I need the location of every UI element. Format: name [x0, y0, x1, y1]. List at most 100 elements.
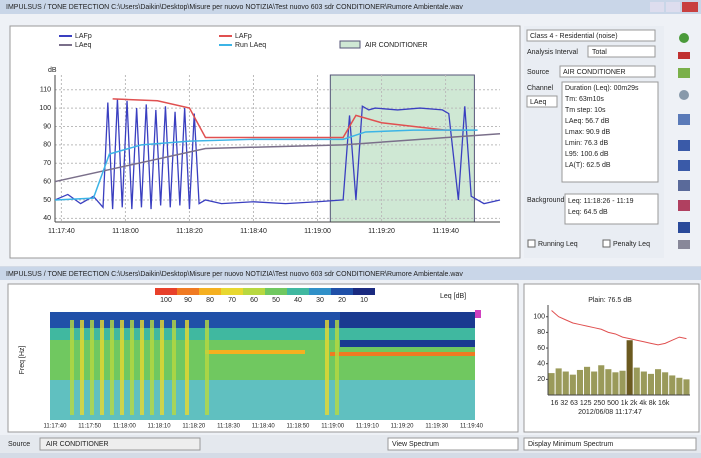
spectrum-curve — [551, 310, 687, 346]
footer-source-label: Source — [8, 441, 30, 448]
tool-icon[interactable] — [678, 160, 690, 171]
legend-label: AIR CONDITIONER — [365, 42, 428, 49]
bar — [683, 379, 690, 395]
legend-swatch — [339, 40, 361, 49]
spectrogram-x-tick: 11:17:50 — [78, 424, 102, 430]
result-item: LAeq: 56.7 dB — [565, 118, 610, 125]
close[interactable] — [682, 2, 698, 12]
result-item: Lmin: 76.3 dB — [565, 140, 609, 147]
tool-icon[interactable] — [679, 33, 689, 43]
bar — [676, 377, 683, 395]
interval-label: Analysis Interval — [527, 49, 578, 56]
penalty-leq: Penalty Leq — [613, 241, 650, 248]
streak — [80, 320, 84, 415]
y-tick-label: 80 — [537, 329, 545, 336]
background-item: Leq: 64.5 dB — [568, 209, 608, 216]
x-tick-label: 11:19:20 — [368, 228, 395, 235]
bar — [598, 365, 605, 395]
tool-icon[interactable] — [678, 240, 690, 249]
colorbar-cell — [155, 288, 177, 295]
bar — [626, 340, 633, 395]
tool-icon[interactable] — [678, 222, 690, 233]
minimize[interactable] — [650, 2, 664, 12]
marker — [475, 310, 481, 318]
tool-icon[interactable] — [678, 114, 690, 125]
interval-dropdown[interactable] — [587, 45, 656, 58]
result-item: LA(T): 62.5 dB — [565, 162, 611, 169]
bar — [548, 373, 555, 395]
window-title: IMPULSUS / TONE DETECTION C:\Users\Daiki… — [6, 4, 463, 11]
toolbar — [678, 33, 690, 249]
y-tick-label: 40 — [537, 361, 545, 368]
streak — [140, 320, 144, 415]
bar — [555, 368, 562, 395]
spectrogram-x-tick: 11:18:00 — [113, 424, 137, 430]
channel-label: Channel — [527, 85, 554, 92]
band — [50, 328, 475, 340]
x-tick-label: 11:17:40 — [48, 228, 75, 235]
channel-dropdown[interactable] — [526, 95, 558, 108]
spectrum-date: 2012/06/08 11:17:47 — [578, 409, 642, 416]
tool-icon[interactable] — [679, 90, 689, 100]
colorbar-cell — [287, 288, 309, 295]
view-dropdown[interactable] — [387, 437, 519, 451]
running-leq: Running Leq — [538, 241, 578, 248]
colorbar-tick: 20 — [338, 297, 346, 304]
streak — [172, 320, 176, 415]
y-tick-label: 80 — [43, 142, 51, 149]
source-label: Source — [527, 69, 549, 76]
tool-icon[interactable] — [678, 180, 690, 191]
y-tick-label: 40 — [43, 215, 51, 222]
tool-icon[interactable] — [678, 140, 690, 151]
spectrogram-x-tick: 11:18:10 — [148, 424, 172, 430]
class-dropdown[interactable] — [526, 29, 656, 42]
series-line — [54, 133, 501, 183]
spectrogram-x-tick: 11:17:40 — [44, 424, 68, 430]
result-item: Tm: 63m10s — [565, 96, 604, 103]
bar — [584, 366, 591, 395]
bar — [576, 369, 583, 395]
spectrogram-x-tick: 11:18:30 — [217, 424, 241, 430]
spectrogram — [50, 310, 481, 420]
background-item: Leq: 11:18:26 - 11:19 — [568, 198, 634, 205]
x-tick-label: 11:18:20 — [176, 228, 203, 235]
x-tick-label: 11:19:40 — [432, 228, 459, 235]
streak — [335, 320, 339, 415]
streak — [90, 320, 94, 415]
penalty-leq-checkbox[interactable] — [602, 239, 611, 248]
source-dropdown[interactable] — [39, 437, 201, 451]
y-tick-label: 100 — [533, 314, 545, 321]
display-dropdown[interactable] — [523, 437, 697, 451]
maximize[interactable] — [666, 2, 680, 12]
series-line — [54, 129, 478, 201]
streak — [70, 320, 74, 415]
colorbar-cell — [177, 288, 199, 295]
interval: Total — [592, 49, 607, 56]
spectrogram-x-tick: 11:19:00 — [321, 424, 345, 430]
tool-icon[interactable] — [678, 52, 690, 59]
spectrogram-x-tick: 11:19:20 — [391, 424, 415, 430]
bar — [619, 370, 626, 395]
y-axis-label: dB — [48, 67, 57, 74]
bar — [647, 373, 654, 395]
bar — [662, 372, 669, 395]
legend-label: LAFp — [75, 33, 92, 40]
result-item: L95: 100.6 dB — [565, 151, 609, 158]
source-dropdown[interactable] — [559, 65, 656, 78]
tool-icon[interactable] — [678, 68, 690, 78]
tool-icon[interactable] — [678, 200, 690, 211]
spectrogram-x-tick: 11:19:30 — [425, 424, 449, 430]
streak — [130, 320, 134, 415]
x-tick-label: 11:18:00 — [112, 228, 139, 235]
freq-label: Freq [Hz] — [19, 346, 26, 375]
title-bar — [0, 0, 701, 14]
view: View Spectrum — [392, 441, 439, 448]
bar — [562, 371, 569, 395]
bar — [605, 369, 612, 395]
bar — [612, 372, 619, 395]
y-tick-label: 20 — [537, 376, 545, 383]
streak — [160, 320, 164, 415]
window-title: IMPULSUS / TONE DETECTION C:\Users\Daiki… — [6, 271, 463, 278]
running-leq-checkbox[interactable] — [527, 239, 536, 248]
